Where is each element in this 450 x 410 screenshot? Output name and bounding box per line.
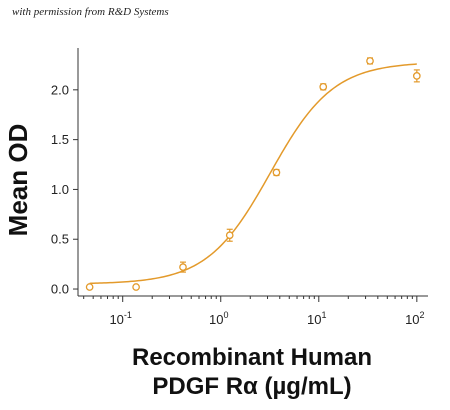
attribution-note: with permission from R&D Systems (12, 6, 169, 18)
data-point (179, 261, 187, 273)
data-marker (366, 57, 374, 65)
data-point (272, 168, 281, 177)
data-point (225, 228, 234, 242)
data-marker (225, 231, 234, 240)
x-axis-title-line: Recombinant Human (132, 344, 372, 371)
x-tick-label: 10-1 (109, 310, 131, 327)
y-tick-label: 1.5 (51, 132, 69, 147)
x-tick-label: 101 (307, 310, 326, 327)
data-marker (412, 72, 421, 80)
x-tick-label: 100 (209, 310, 228, 327)
data-marker (319, 82, 328, 91)
x-axis-title-line: PDGF Rα (µg/mL) (152, 373, 351, 400)
y-tick-label: 2.0 (51, 82, 69, 97)
y-tick-label: 1.0 (51, 182, 69, 197)
y-tick-label: 0.5 (51, 232, 69, 247)
axes: 0.0 0.5 1.0 1.5 2.0 10-1 100 101 102 (51, 48, 428, 327)
data-marker (179, 263, 187, 271)
y-axis-title: Mean OD (3, 124, 33, 237)
data-marker (272, 168, 281, 177)
fit-curve (89, 63, 417, 285)
data-points-group (85, 57, 421, 291)
data-point (132, 283, 140, 291)
data-marker (132, 283, 140, 291)
data-point (85, 283, 94, 291)
y-tick-label: 0.0 (51, 282, 69, 297)
data-point (319, 82, 328, 91)
data-point (366, 57, 374, 65)
data-marker (85, 283, 94, 291)
data-point (412, 69, 421, 83)
fit-curve-group (89, 63, 417, 285)
x-tick-label: 102 (405, 310, 424, 327)
